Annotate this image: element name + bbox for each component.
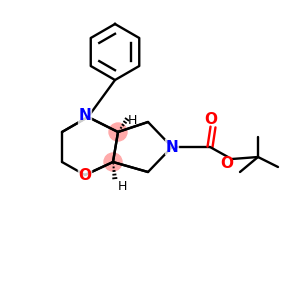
Circle shape: [109, 123, 127, 141]
Text: H: H: [128, 113, 137, 127]
Text: N: N: [79, 109, 92, 124]
Text: N: N: [166, 140, 178, 154]
Circle shape: [104, 153, 122, 171]
Text: O: O: [79, 167, 92, 182]
Text: H: H: [118, 179, 128, 193]
Text: O: O: [205, 112, 218, 128]
Text: O: O: [220, 157, 233, 172]
